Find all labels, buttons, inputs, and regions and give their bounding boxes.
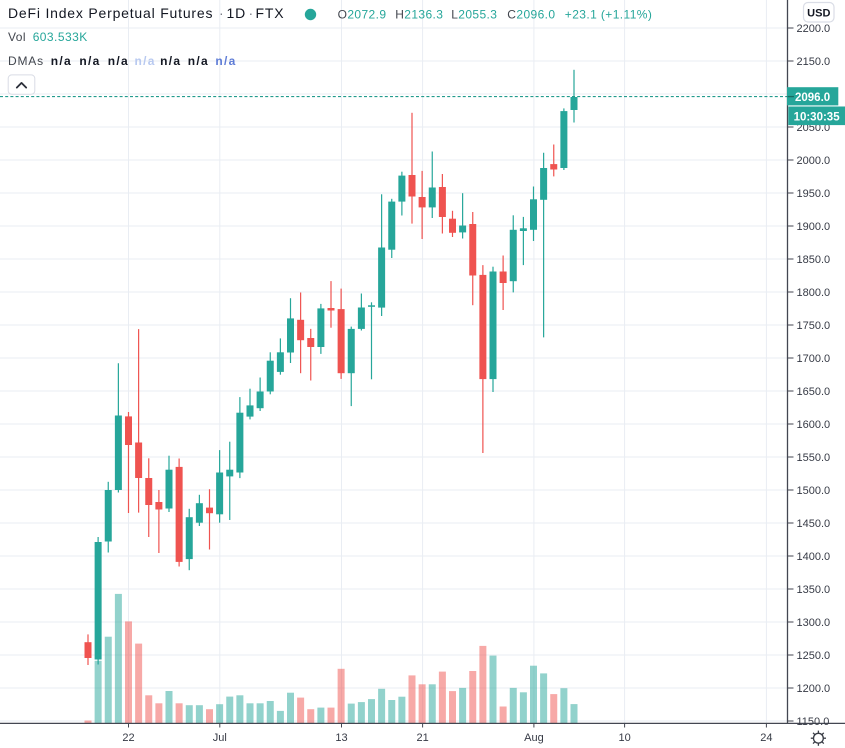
svg-text:DMAs: DMAs (8, 54, 44, 68)
svg-text:1350.0: 1350.0 (797, 584, 831, 596)
svg-text:O2072.9: O2072.9 (338, 7, 387, 21)
svg-text:·: · (219, 5, 224, 21)
svg-text:L2055.3: L2055.3 (451, 7, 497, 21)
svg-text:1600.0: 1600.0 (797, 419, 831, 431)
svg-text:1700.0: 1700.0 (797, 353, 831, 365)
svg-text:Vol: Vol (8, 30, 26, 44)
svg-text:USD: USD (807, 7, 830, 19)
svg-text:1300.0: 1300.0 (797, 617, 831, 629)
svg-text:1950.0: 1950.0 (797, 188, 831, 200)
svg-text:10:30:35: 10:30:35 (794, 112, 841, 124)
svg-text:2150.0: 2150.0 (797, 56, 831, 68)
svg-text:Aug: Aug (524, 732, 544, 744)
svg-text:1800.0: 1800.0 (797, 287, 831, 299)
svg-text:n/a: n/a (215, 54, 236, 68)
svg-text:1500.0: 1500.0 (797, 485, 831, 497)
svg-text:Jul: Jul (213, 732, 227, 744)
svg-text:1900.0: 1900.0 (797, 221, 831, 233)
svg-text:1250.0: 1250.0 (797, 650, 831, 662)
svg-text:2096.0: 2096.0 (795, 92, 830, 104)
svg-text:2200.0: 2200.0 (797, 23, 831, 35)
svg-text:21: 21 (416, 732, 428, 744)
svg-text:n/a: n/a (51, 54, 72, 68)
svg-text:1200.0: 1200.0 (797, 683, 831, 695)
svg-text:2000.0: 2000.0 (797, 155, 831, 167)
svg-text:H2136.3: H2136.3 (395, 7, 443, 21)
svg-text:24: 24 (760, 732, 772, 744)
svg-text:1750.0: 1750.0 (797, 320, 831, 332)
svg-text:1450.0: 1450.0 (797, 518, 831, 530)
svg-text:1150.0: 1150.0 (797, 716, 830, 728)
svg-text:n/a: n/a (160, 54, 181, 68)
svg-text:DeFi Index Perpetual Futures: DeFi Index Perpetual Futures (8, 5, 213, 21)
svg-text:1550.0: 1550.0 (797, 452, 831, 464)
svg-text:n/a: n/a (188, 54, 209, 68)
svg-text:+23.1 (+1.11%): +23.1 (+1.11%) (565, 7, 652, 21)
svg-text:13: 13 (335, 732, 347, 744)
svg-text:10: 10 (618, 732, 630, 744)
svg-text:1850.0: 1850.0 (797, 254, 831, 266)
svg-text:·: · (249, 5, 254, 21)
svg-text:n/a: n/a (79, 54, 100, 68)
svg-text:1400.0: 1400.0 (797, 551, 831, 563)
svg-text:n/a: n/a (135, 54, 156, 68)
svg-text:FTX: FTX (256, 5, 285, 21)
svg-text:1D: 1D (227, 5, 247, 21)
svg-text:603.533K: 603.533K (33, 30, 88, 44)
svg-text:C2096.0: C2096.0 (507, 7, 555, 21)
svg-text:n/a: n/a (108, 54, 129, 68)
svg-text:22: 22 (122, 732, 134, 744)
svg-text:1650.0: 1650.0 (797, 386, 831, 398)
